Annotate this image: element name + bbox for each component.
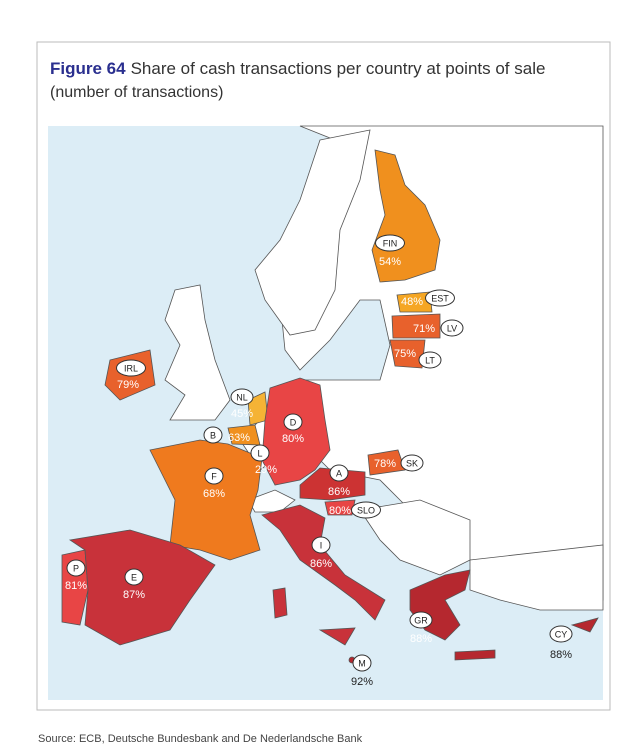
country-share: 68%: [203, 488, 225, 500]
country-badge: [440, 319, 464, 337]
country-code: EST: [431, 294, 449, 304]
france: [149, 439, 263, 561]
country-badge: [250, 444, 270, 462]
country-code: LV: [447, 324, 457, 334]
country-share: 88%: [550, 649, 572, 661]
country-badge: [283, 413, 303, 431]
country-share: 45%: [231, 408, 253, 420]
estonia: [396, 291, 433, 313]
country-code: IRL: [124, 364, 138, 374]
country-code: GR: [414, 616, 428, 626]
country-badge: [351, 501, 381, 519]
scandinavia: [254, 129, 371, 336]
country-code: A: [336, 469, 342, 479]
latvia: [391, 313, 441, 339]
slovenia: [324, 499, 356, 516]
country-code: LT: [425, 356, 435, 366]
country-share: 80%: [329, 505, 351, 517]
country-badge: [329, 464, 349, 482]
country-badge: [203, 426, 223, 444]
slovakia: [367, 449, 406, 476]
map: [48, 125, 604, 700]
country-share: 88%: [410, 633, 432, 645]
cyprus: [570, 617, 599, 633]
great-britain: [164, 284, 231, 421]
country-code: D: [290, 418, 297, 428]
country-share: 78%: [374, 458, 396, 470]
country-badge: [409, 611, 433, 629]
country-code: F: [211, 472, 217, 482]
country-code: M: [358, 659, 366, 669]
spain: [68, 529, 216, 646]
country-code: CY: [555, 630, 568, 640]
balkans: [359, 499, 471, 576]
subtitle: (number of transactions): [50, 84, 223, 101]
country-badge: [400, 454, 424, 472]
country-share: 87%: [123, 589, 145, 601]
switzerland: [247, 489, 296, 513]
country-badge: [66, 559, 86, 577]
figure-title: Figure 64 Share of cash transactions per …: [50, 59, 545, 78]
country-code: B: [210, 431, 216, 441]
austria: [299, 467, 366, 501]
crete: [454, 649, 496, 661]
country-share: 92%: [351, 676, 373, 688]
country-badge: [124, 568, 144, 586]
country-share: 86%: [328, 486, 350, 498]
country-code: SK: [406, 459, 418, 469]
country-badge: [311, 536, 331, 554]
lithuania: [389, 339, 426, 369]
sicily: [318, 627, 356, 646]
country-share: 79%: [117, 379, 139, 391]
country-share: 48%: [401, 296, 423, 308]
country-badge: [204, 467, 224, 485]
country-badge: [116, 359, 146, 377]
country-share: 54%: [379, 256, 401, 268]
country-share: 80%: [282, 433, 304, 445]
figure-number: Figure 64: [50, 59, 126, 78]
country-code: I: [320, 541, 323, 551]
country-share: 71%: [413, 323, 435, 335]
country-code: P: [73, 564, 79, 574]
country-badge: [230, 388, 254, 406]
country-share: 75%: [394, 348, 416, 360]
italy: [261, 504, 386, 621]
country-share: 29%: [255, 464, 277, 476]
country-share: 81%: [65, 580, 87, 592]
country-badge: [375, 234, 405, 252]
country-labels: FIN 54% EST 48% LV 71% LT 75% IRL 79% NL 45% B 63% L 29…: [65, 234, 573, 688]
country-share: 86%: [310, 558, 332, 570]
title-text: Share of cash transactions per country a…: [131, 59, 546, 78]
country-badge: [352, 654, 372, 672]
country-badge: [549, 625, 573, 643]
country-code: NL: [236, 393, 248, 403]
country-badge: [418, 351, 442, 369]
sardinia: [272, 587, 288, 619]
country-code: SLO: [357, 506, 375, 516]
source: Source: ECB, Deutsche Bundesbank and De …: [38, 733, 363, 745]
turkey: [469, 544, 604, 611]
country-code: FIN: [383, 239, 398, 249]
country-code: E: [131, 573, 137, 583]
country-share: 63%: [228, 432, 250, 444]
country-badge: [425, 289, 455, 307]
country-code: L: [257, 449, 262, 459]
